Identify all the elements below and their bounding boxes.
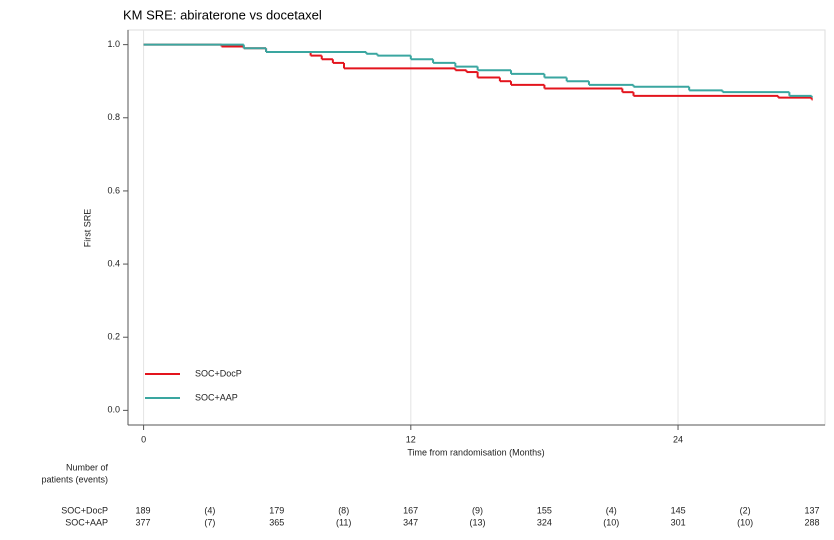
risk-row-label: SOC+DocP bbox=[61, 505, 108, 515]
risk-cell: 324 bbox=[537, 517, 552, 527]
chart-title: KM SRE: abiraterone vs docetaxel bbox=[123, 7, 322, 22]
risk-cell: 288 bbox=[804, 517, 819, 527]
x-tick-label: 12 bbox=[406, 434, 416, 444]
y-tick-label: 0.0 bbox=[107, 405, 120, 415]
risk-cell: 347 bbox=[403, 517, 418, 527]
x-tick-label: 0 bbox=[141, 434, 146, 444]
risk-cell: (8) bbox=[338, 505, 349, 515]
y-axis-label: First SRE bbox=[82, 209, 92, 248]
risk-cell: (7) bbox=[204, 517, 215, 527]
risk-cell: (2) bbox=[740, 505, 751, 515]
risk-cell: 377 bbox=[135, 517, 150, 527]
risk-cell: 179 bbox=[269, 505, 284, 515]
y-tick-label: 0.2 bbox=[107, 332, 120, 342]
legend-label: SOC+DocP bbox=[195, 368, 242, 378]
risk-cell: (4) bbox=[606, 505, 617, 515]
risk-table-title: Number of bbox=[66, 462, 109, 472]
risk-cell: (4) bbox=[204, 505, 215, 515]
risk-cell: 155 bbox=[537, 505, 552, 515]
risk-cell: 145 bbox=[671, 505, 686, 515]
risk-cell: (13) bbox=[469, 517, 485, 527]
x-tick-label: 24 bbox=[673, 434, 683, 444]
y-tick-label: 0.4 bbox=[107, 258, 120, 268]
risk-cell: (10) bbox=[603, 517, 619, 527]
x-axis-label: Time from randomisation (Months) bbox=[407, 447, 544, 457]
risk-cell: (9) bbox=[472, 505, 483, 515]
risk-cell: 189 bbox=[135, 505, 150, 515]
risk-cell: 167 bbox=[403, 505, 418, 515]
risk-cell: (11) bbox=[336, 517, 351, 527]
y-tick-label: 1.0 bbox=[107, 39, 120, 49]
risk-cell: 137 bbox=[804, 505, 819, 515]
risk-table-title: patients (events) bbox=[41, 474, 108, 484]
plot-frame bbox=[127, 29, 826, 426]
risk-cell: (10) bbox=[737, 517, 753, 527]
legend-label: SOC+AAP bbox=[195, 392, 238, 402]
risk-cell: 301 bbox=[671, 517, 686, 527]
risk-cell: 365 bbox=[269, 517, 284, 527]
risk-row-label: SOC+AAP bbox=[65, 517, 108, 527]
y-tick-label: 0.6 bbox=[107, 185, 120, 195]
y-tick-label: 0.8 bbox=[107, 112, 120, 122]
